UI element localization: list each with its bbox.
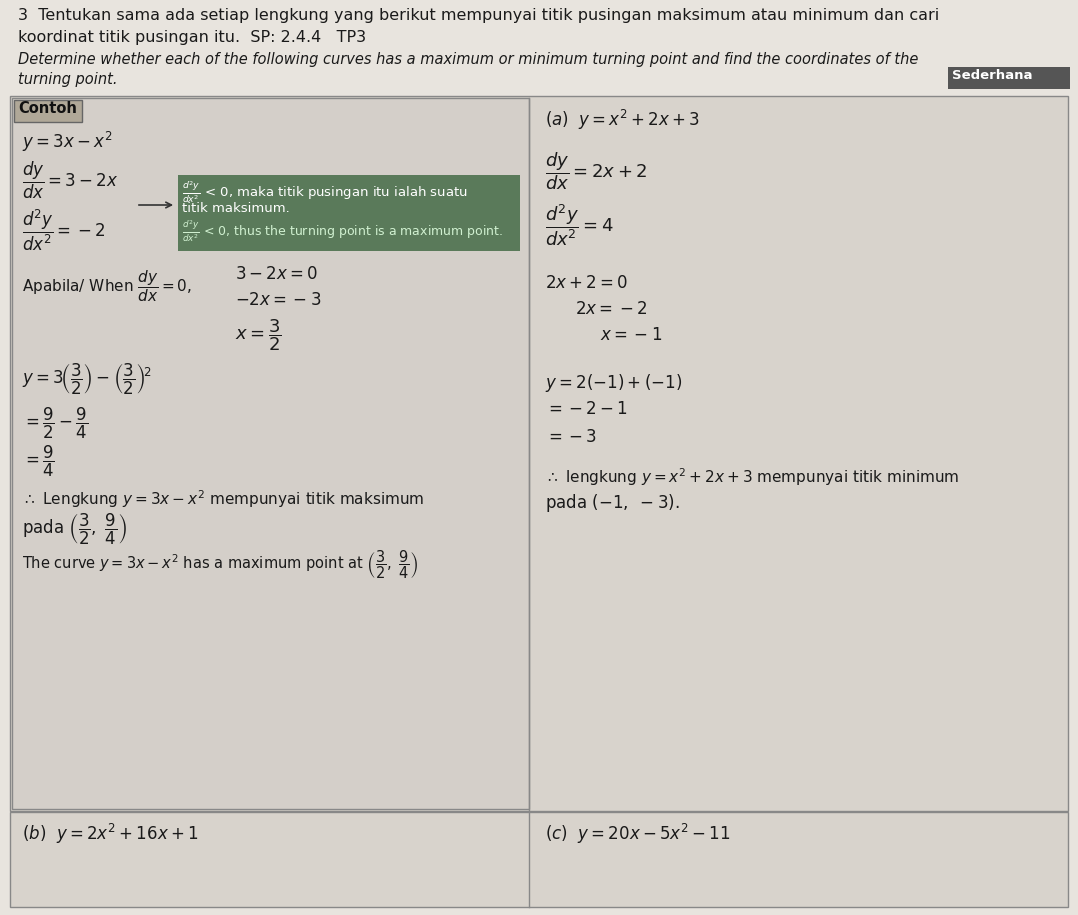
- Bar: [178, 175, 520, 251]
- Text: $(b)$  $y = 2x^2 + 16x + 1$: $(b)$ $y = 2x^2 + 16x + 1$: [22, 822, 198, 846]
- Text: $= -2 - 1$: $= -2 - 1$: [545, 400, 627, 418]
- Text: $\frac{d^2y}{dx^2}$ < 0, maka titik pusingan itu ialah suatu: $\frac{d^2y}{dx^2}$ < 0, maka titik pusi…: [182, 179, 468, 205]
- Bar: [948, 67, 1070, 89]
- Text: $y = 2(-1) + (-1)$: $y = 2(-1) + (-1)$: [545, 372, 682, 394]
- Text: $2x = -2$: $2x = -2$: [575, 300, 647, 318]
- Text: $2x + 2 = 0$: $2x + 2 = 0$: [545, 274, 628, 292]
- Text: Apabila/ When $\dfrac{dy}{dx} = 0,$: Apabila/ When $\dfrac{dy}{dx} = 0,$: [22, 268, 192, 304]
- Text: $= \dfrac{9}{4}$: $= \dfrac{9}{4}$: [22, 444, 55, 479]
- Bar: [10, 96, 1068, 811]
- Text: Determine whether each of the following curves has a maximum or minimum turning : Determine whether each of the following …: [18, 52, 918, 67]
- Text: turning point.: turning point.: [18, 72, 118, 87]
- Text: Sederhana: Sederhana: [952, 69, 1033, 82]
- Text: $y = 3\!\left(\dfrac{3}{2}\right) - \left(\dfrac{3}{2}\right)^{\!2}$: $y = 3\!\left(\dfrac{3}{2}\right) - \lef…: [22, 362, 152, 397]
- Text: $= -3$: $= -3$: [545, 428, 597, 446]
- Text: $\frac{d^2y}{dx^2}$ < 0, thus the turning point is a maximum point.: $\frac{d^2y}{dx^2}$ < 0, thus the turnin…: [182, 218, 503, 243]
- Text: $(a)$  $y = x^2 + 2x + 3$: $(a)$ $y = x^2 + 2x + 3$: [545, 108, 700, 132]
- Text: pada $\left(\dfrac{3}{2},\ \dfrac{9}{4}\right)$: pada $\left(\dfrac{3}{2},\ \dfrac{9}{4}\…: [22, 512, 127, 547]
- Text: $(c)$  $y = 20x - 5x^2 - 11$: $(c)$ $y = 20x - 5x^2 - 11$: [545, 822, 731, 846]
- Text: pada $(-1,\ -3)$.: pada $(-1,\ -3)$.: [545, 492, 679, 514]
- Text: $\dfrac{dy}{dx} = 3 - 2x$: $\dfrac{dy}{dx} = 3 - 2x$: [22, 160, 119, 201]
- Text: $\dfrac{d^2y}{dx^2} = 4$: $\dfrac{d^2y}{dx^2} = 4$: [545, 202, 613, 248]
- Text: $-2x = -3$: $-2x = -3$: [235, 291, 321, 309]
- Text: $3 - 2x = 0$: $3 - 2x = 0$: [235, 265, 318, 283]
- Text: $\therefore$ lengkung $y = x^2 + 2x + 3$ mempunyai titik minimum: $\therefore$ lengkung $y = x^2 + 2x + 3$…: [545, 466, 959, 488]
- Text: $\dfrac{dy}{dx} = 2x + 2$: $\dfrac{dy}{dx} = 2x + 2$: [545, 150, 648, 191]
- Text: $y = 3x - x^2$: $y = 3x - x^2$: [22, 130, 112, 154]
- Text: $\dfrac{d^2y}{dx^2} = -2$: $\dfrac{d^2y}{dx^2} = -2$: [22, 208, 106, 253]
- Text: titik maksimum.: titik maksimum.: [182, 202, 290, 215]
- Text: 3  Tentukan sama ada setiap lengkung yang berikut mempunyai titik pusingan maksi: 3 Tentukan sama ada setiap lengkung yang…: [18, 8, 939, 23]
- Text: The curve $y = 3x - x^2$ has a maximum point at $\left(\dfrac{3}{2},\ \dfrac{9}{: The curve $y = 3x - x^2$ has a maximum p…: [22, 548, 418, 580]
- Text: koordinat titik pusingan itu.  SP: 2.4.4   TP3: koordinat titik pusingan itu. SP: 2.4.4 …: [18, 30, 367, 45]
- Bar: [12, 98, 529, 809]
- Text: Contoh: Contoh: [18, 101, 77, 116]
- Text: $= \dfrac{9}{2} - \dfrac{9}{4}$: $= \dfrac{9}{2} - \dfrac{9}{4}$: [22, 406, 88, 441]
- Text: $x = -1$: $x = -1$: [600, 326, 662, 344]
- Bar: [14, 100, 82, 122]
- Text: $x = \dfrac{3}{2}$: $x = \dfrac{3}{2}$: [235, 317, 281, 352]
- Bar: [10, 812, 1068, 907]
- Text: $\therefore$ Lengkung $y = 3x - x^2$ mempunyai titik maksimum: $\therefore$ Lengkung $y = 3x - x^2$ mem…: [22, 488, 425, 510]
